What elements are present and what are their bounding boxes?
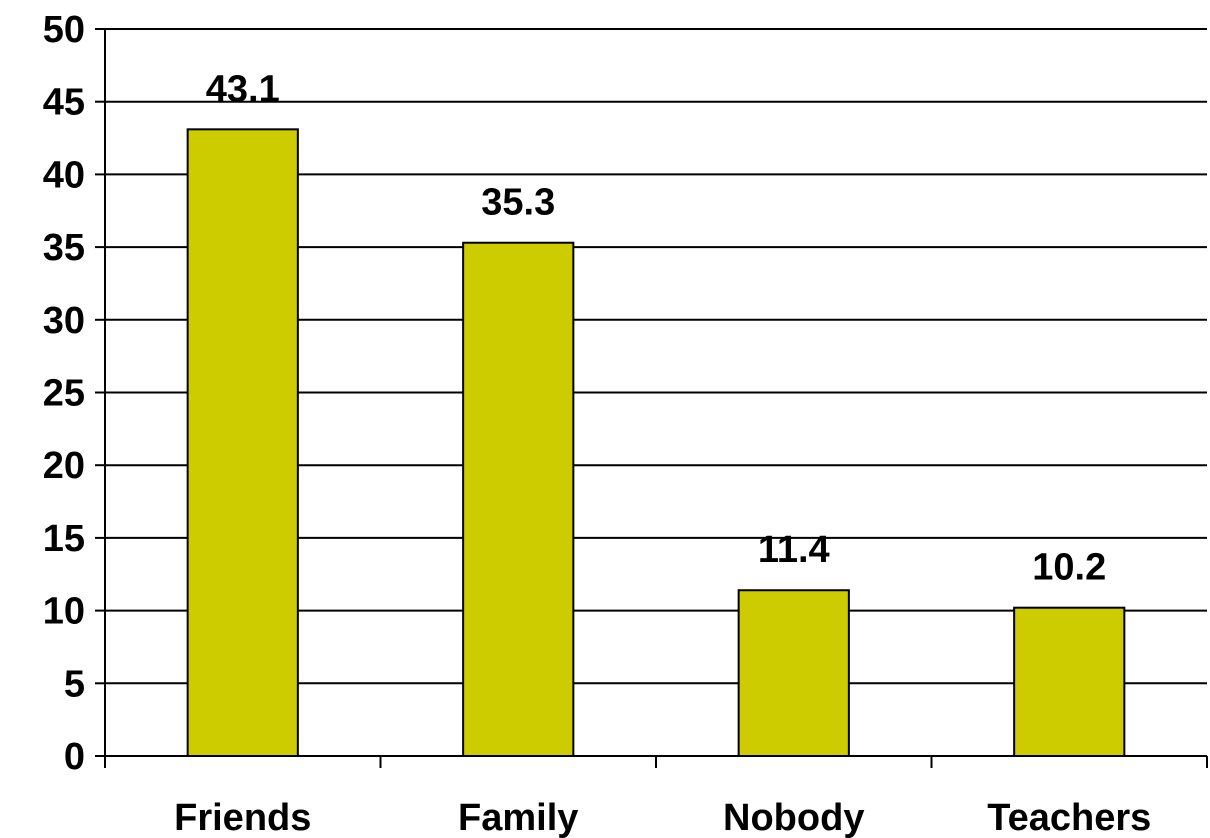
y-tick-label: 40 <box>43 154 85 196</box>
y-tick-label: 15 <box>43 518 85 560</box>
y-tick-label: 50 <box>43 9 85 51</box>
y-tick-label: 5 <box>64 663 85 705</box>
y-tick-label: 45 <box>43 82 85 124</box>
x-category-label-friends: Friends <box>174 797 311 838</box>
data-label-friends: 43.1 <box>206 68 280 110</box>
x-category-label-family: Family <box>458 797 578 838</box>
bars <box>186 128 1126 758</box>
y-tick-label: 30 <box>43 300 85 342</box>
y-tick-label: 0 <box>64 736 85 778</box>
x-category-label-nobody: Nobody <box>723 797 864 838</box>
y-tick-label: 20 <box>43 445 85 487</box>
y-tick-label: 10 <box>43 591 85 633</box>
y-tick-label: 35 <box>43 227 85 269</box>
bar-friends <box>186 128 299 758</box>
bar-teachers <box>1013 606 1126 758</box>
labels: 43.1 Friends 35.3 Family 11.4 Nobody 10.2 Teach… <box>174 68 1151 838</box>
bar-nobody <box>737 589 850 758</box>
x-category-label-teachers: Teachers <box>987 797 1151 838</box>
axes: 0 5 10 15 20 25 30 35 40 45 50 <box>43 9 1208 778</box>
data-label-nobody: 11.4 <box>758 529 830 571</box>
data-label-family: 35.3 <box>481 182 555 224</box>
data-label-teachers: 10.2 <box>1032 547 1106 589</box>
y-tick-label: 25 <box>43 373 85 415</box>
bar-family <box>462 241 575 758</box>
